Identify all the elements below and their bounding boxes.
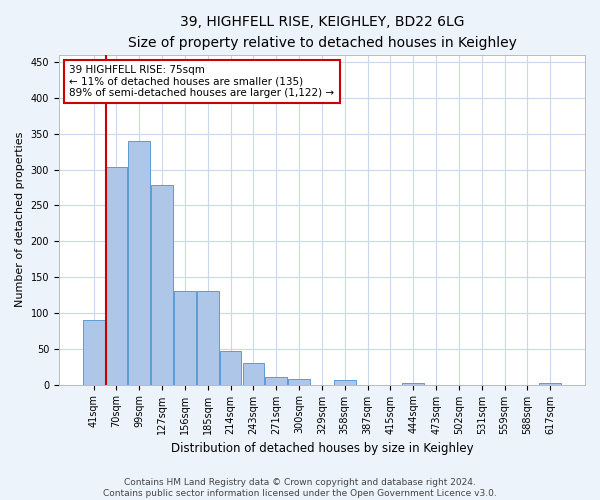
Title: 39, HIGHFELL RISE, KEIGHLEY, BD22 6LG
Size of property relative to detached hous: 39, HIGHFELL RISE, KEIGHLEY, BD22 6LG Si… — [128, 15, 517, 50]
Bar — [539, 383, 561, 384]
Bar — [174, 292, 196, 384]
Bar — [128, 141, 150, 384]
Bar — [403, 383, 424, 384]
Bar — [242, 363, 265, 384]
Bar — [83, 320, 104, 384]
Bar — [288, 379, 310, 384]
X-axis label: Distribution of detached houses by size in Keighley: Distribution of detached houses by size … — [170, 442, 473, 455]
Bar — [197, 292, 218, 384]
Bar — [265, 378, 287, 384]
Text: 39 HIGHFELL RISE: 75sqm
← 11% of detached houses are smaller (135)
89% of semi-d: 39 HIGHFELL RISE: 75sqm ← 11% of detache… — [70, 65, 335, 98]
Bar — [151, 186, 173, 384]
Text: Contains HM Land Registry data © Crown copyright and database right 2024.
Contai: Contains HM Land Registry data © Crown c… — [103, 478, 497, 498]
Y-axis label: Number of detached properties: Number of detached properties — [15, 132, 25, 308]
Bar — [220, 351, 241, 384]
Bar — [334, 380, 356, 384]
Bar — [106, 168, 127, 384]
